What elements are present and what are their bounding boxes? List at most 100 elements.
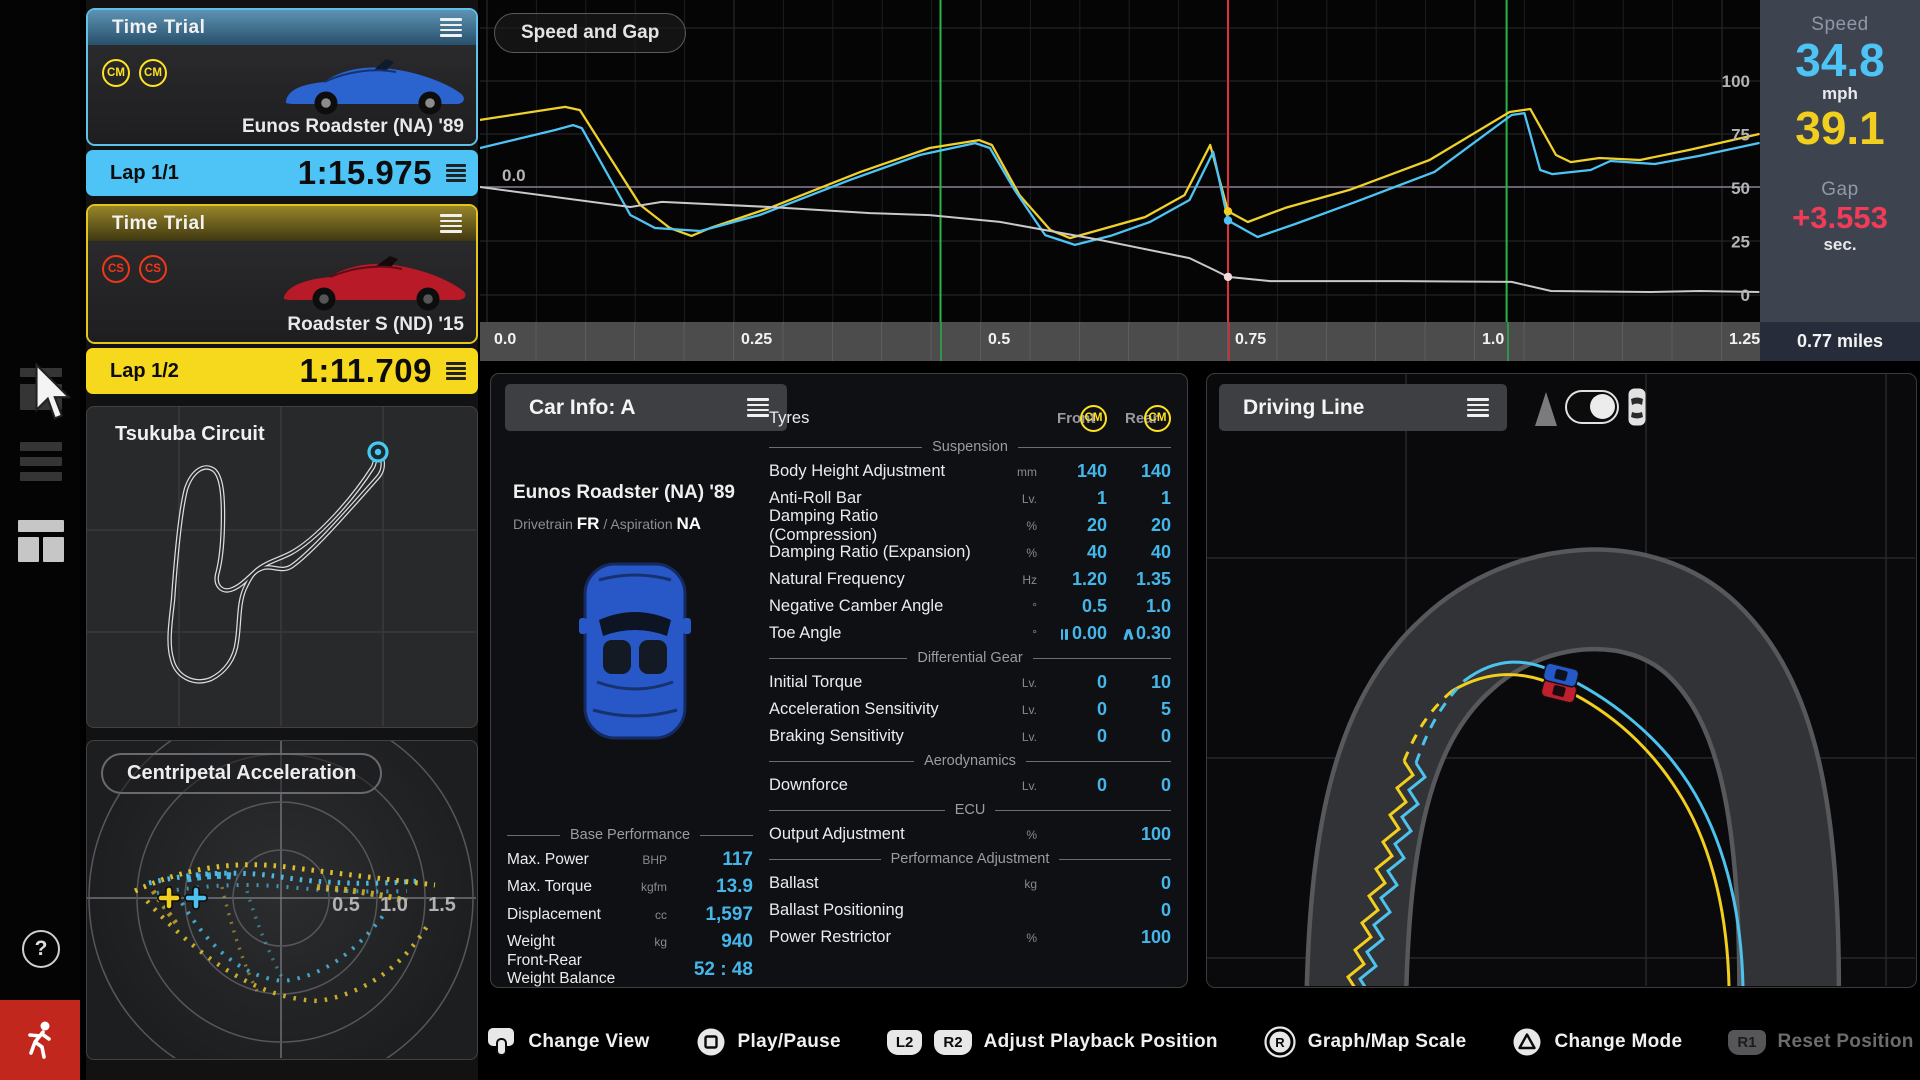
- info-car-name: Eunos Roadster (NA) '89: [513, 482, 735, 503]
- car-b-image: [283, 256, 466, 311]
- centripetal-trace-car-b: [133, 862, 436, 1004]
- control-play-pause[interactable]: Play/Pause: [696, 1027, 841, 1057]
- car-b-tyre-badges: CS CS: [102, 255, 167, 283]
- svg-text:0.5: 0.5: [332, 894, 360, 916]
- track-map-panel: Tsukuba Circuit: [86, 406, 478, 728]
- centripetal-marker-car-a: [184, 886, 208, 910]
- car-info-header[interactable]: Car Info: A: [505, 384, 787, 431]
- car-card-b[interactable]: Time Trial CS CS Roadster S (ND) '15: [86, 204, 478, 344]
- car-b-name: Roadster S (ND) '15: [287, 314, 464, 335]
- lap-a-label: Lap 1/1: [110, 161, 179, 184]
- touchpad-icon: [488, 1028, 515, 1056]
- controls-bar: Change View Play/Pause L2 R2 Adjust Playbac…: [480, 1004, 1920, 1080]
- lap-row-b[interactable]: Lap 1/2 1:11.709: [86, 348, 478, 394]
- car-card-b-header: Time Trial: [88, 206, 476, 241]
- marker-style-icon: [1535, 392, 1557, 426]
- control-graph-map-scale[interactable]: R Graph/Map Scale: [1264, 1026, 1467, 1058]
- tyre-badge: CS: [139, 255, 167, 283]
- car-display-icon: [1628, 388, 1646, 426]
- driving-line-panel: Driving Line: [1206, 373, 1917, 988]
- settings-row: Acceleration Sensitivity Lv. 0 5: [769, 699, 1171, 719]
- driving-line-toggle[interactable]: [1565, 390, 1619, 424]
- track-map: [87, 407, 476, 726]
- tyre-badge: CM: [102, 59, 130, 87]
- settings-row: Anti-Roll Bar Lv. 1 1: [769, 488, 1171, 508]
- left-column: Time Trial CM CM Eunos Roadster (NA) '89: [86, 0, 478, 1080]
- distance-axis[interactable]: 0.0 0.25 0.5 0.75 1.0 1.25: [480, 322, 1760, 361]
- square-button-icon: [697, 1028, 725, 1056]
- control-change-mode[interactable]: Change Mode: [1512, 1027, 1682, 1057]
- speed-value-car-a: 34.8: [1795, 34, 1885, 86]
- driving-line-car-a-sprite: [1542, 662, 1580, 688]
- axis-tick-label: 0.5: [988, 331, 1011, 348]
- speed-label: Speed: [1811, 14, 1869, 35]
- lap-b-label: Lap 1/2: [110, 359, 179, 382]
- help-glyph: ?: [34, 937, 48, 960]
- gap-unit: sec.: [1823, 234, 1857, 254]
- car-card-b-menu-icon[interactable]: [440, 212, 462, 235]
- svg-text:100: 100: [1722, 72, 1750, 91]
- car-settings-table: Tyres CM CM Suspension Body Height Adjustm…: [769, 400, 1171, 951]
- driving-line-car-a-line: [1358, 660, 1745, 986]
- base-performance-row: Max. Torque kgfm 13.9: [507, 876, 753, 898]
- svg-text:0: 0: [1741, 286, 1750, 305]
- r2-button-icon: R2: [934, 1029, 972, 1055]
- car-a-name: Eunos Roadster (NA) '89: [242, 116, 464, 137]
- lap-a-menu-icon[interactable]: [446, 161, 466, 184]
- svg-text:1.0: 1.0: [380, 894, 408, 916]
- speed-gap-chart: 100 75 50 25 0 0.0 Speed and Gap: [478, 0, 1760, 322]
- settings-row: Braking Sensitivity Lv. 0 0: [769, 726, 1171, 746]
- triangle-button-icon: [1513, 1028, 1541, 1056]
- settings-row: Toe Angle ° 0.00 0.30: [769, 623, 1171, 643]
- driving-line-menu-icon[interactable]: [1467, 396, 1489, 419]
- telemetry-panel: Speed 34.8 mph 39.1 Gap +3.553 sec.: [1760, 0, 1920, 322]
- settings-row: Natural Frequency Hz 1.20 1.35: [769, 569, 1171, 589]
- sector-marker-line: [1506, 322, 1509, 361]
- exit-button[interactable]: [0, 1000, 80, 1080]
- centripetal-title: Centripetal Acceleration: [101, 753, 383, 794]
- svg-text:50: 50: [1731, 179, 1750, 198]
- settings-row: Downforce Lv. 0 0: [769, 775, 1171, 795]
- svg-text:1.5: 1.5: [428, 894, 456, 916]
- car-a-image: [285, 59, 464, 115]
- lap-b-menu-icon[interactable]: [446, 359, 466, 382]
- axis-tick-label: 1.25: [1729, 331, 1761, 348]
- axis-tick-label: 1.0: [1482, 331, 1505, 348]
- speed-gap-plot: 100 75 50 25 0 0.0: [478, 0, 1760, 322]
- settings-row: Output Adjustment% 100: [769, 824, 1171, 844]
- car-card-a-title: Time Trial: [112, 16, 206, 38]
- centripetal-plot: 0.5 1.0 1.5: [87, 741, 476, 1058]
- axis-tick-label: 0.75: [1235, 331, 1267, 348]
- distance-readout: 0.77 miles: [1760, 322, 1920, 361]
- axis-tick-label: 0.25: [741, 331, 773, 348]
- axis-tick-label: 0.0: [494, 331, 517, 348]
- gap-value: +3.553: [1792, 199, 1888, 235]
- control-adjust-playback-position[interactable]: L2 R2 Adjust Playback Position: [886, 1029, 1218, 1055]
- driving-line-view: [1207, 374, 1915, 986]
- settings-row: Initial Torque Lv. 0 10: [769, 672, 1171, 692]
- car-card-a-menu-icon[interactable]: [440, 16, 462, 39]
- playback-cursor-line[interactable]: [1228, 322, 1230, 361]
- tyre-badge: CS: [102, 255, 130, 283]
- r1-button-icon: R1: [1728, 1029, 1766, 1055]
- car-card-a-header: Time Trial: [88, 10, 476, 45]
- settings-row: Negative Camber Angle ° 0.5 1.0: [769, 596, 1171, 616]
- speed-unit: mph: [1822, 84, 1858, 104]
- svg-text:0.0: 0.0: [502, 166, 526, 185]
- settings-row: Power Restrictor% 100: [769, 927, 1171, 947]
- help-button[interactable]: ?: [22, 930, 60, 968]
- gap-label: Gap: [1821, 178, 1859, 200]
- speed-value-car-b: 39.1: [1795, 102, 1885, 155]
- driving-line-header[interactable]: Driving Line: [1219, 384, 1507, 431]
- lap-row-a[interactable]: Lap 1/1 1:15.975: [86, 150, 478, 196]
- control-change-view[interactable]: Change View: [486, 1025, 649, 1059]
- car-card-a[interactable]: Time Trial CM CM Eunos Roadster (NA) '89: [86, 8, 478, 146]
- base-performance-divider: Base Performance: [507, 824, 753, 846]
- car-info-menu-icon[interactable]: [747, 396, 769, 419]
- drivetrain-line: Drivetrain FR / Aspiration NA: [513, 514, 702, 533]
- settings-section-divider: ECU: [769, 799, 1171, 821]
- base-performance-row: Displacement cc 1,597: [507, 903, 753, 925]
- right-stick-icon: R: [1264, 1026, 1296, 1058]
- sidebar: ?: [0, 0, 80, 1080]
- tyres-row: Tyres CM CM: [769, 400, 1171, 436]
